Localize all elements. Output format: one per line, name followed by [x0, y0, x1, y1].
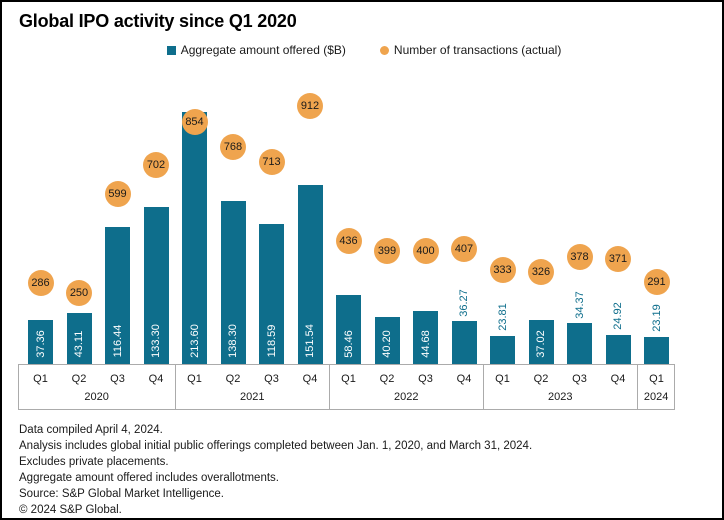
bar — [605, 334, 631, 364]
axis-quarter-label: Q1 — [341, 373, 356, 385]
transaction-count-badge: 371 — [605, 246, 631, 272]
transaction-count-badge: 400 — [412, 237, 439, 264]
transaction-count-badge: 713 — [258, 149, 285, 176]
bar-value-label: 24.92 — [612, 302, 624, 330]
bar-value-label: 34.37 — [573, 291, 586, 319]
axis-quarter-label: Q1 — [495, 373, 510, 385]
bar-value-label: 58.46 — [342, 329, 355, 358]
bar-value-label: 43.11 — [73, 330, 85, 357]
bar-value-label: 36.27 — [458, 288, 470, 317]
bar — [567, 323, 592, 364]
axis-year-label: 2021 — [240, 391, 265, 403]
axis-year-separator — [637, 364, 639, 410]
bar — [66, 313, 92, 364]
axis-year-label: 2020 — [84, 391, 109, 403]
axis-year-separator — [175, 364, 177, 410]
bar — [644, 336, 669, 364]
transaction-count-badge: 378 — [566, 244, 593, 271]
axis-quarter-label: Q1 — [33, 373, 48, 385]
circle-icon — [379, 45, 389, 55]
bar-value-label: 40.20 — [381, 329, 393, 358]
footnote-line: Source: S&P Global Market Intelligence. — [19, 488, 224, 500]
axis-quarter-label: Q4 — [456, 373, 472, 385]
footnote-line: Excludes private placements. — [19, 456, 169, 468]
bar — [374, 316, 400, 364]
bar — [105, 226, 130, 364]
bar — [490, 335, 515, 364]
bar-value-label: 23.19 — [650, 304, 663, 332]
bar-value-label: 118.59 — [265, 324, 278, 358]
transaction-count-badge: 286 — [27, 270, 54, 297]
footnotes: Data compiled April 4, 2024. Analysis in… — [19, 422, 532, 518]
axis-year-label: 2022 — [394, 391, 419, 403]
bar-value-label: 151.54 — [304, 323, 316, 358]
bar — [297, 185, 323, 364]
legend-label: Number of transactions (actual) — [393, 43, 562, 57]
chart-legend: Aggregate amount offered ($B) Number of … — [2, 43, 722, 57]
axis-quarter-label: Q2 — [225, 373, 241, 385]
axis-quarter-label: Q2 — [533, 373, 549, 385]
footnote-line: Analysis includes global initial public … — [19, 440, 533, 452]
bar — [259, 224, 284, 364]
footnote-line: Data compiled April 4, 2024. — [19, 424, 163, 436]
axis-year-label: 2024 — [643, 391, 669, 403]
legend-item-transactions: Number of transactions (actual) — [379, 43, 562, 57]
axis-year-label: 2023 — [548, 391, 573, 403]
transaction-count-badge: 599 — [104, 181, 131, 208]
bar — [28, 319, 53, 364]
transaction-count-badge: 854 — [181, 109, 208, 136]
axis-quarter-label: Q4 — [302, 373, 318, 385]
footnote-line: © 2024 S&P Global. — [19, 504, 122, 516]
transaction-count-badge: 333 — [489, 256, 516, 283]
legend-label: Aggregate amount offered ($B) — [180, 43, 346, 57]
square-icon — [166, 45, 176, 55]
axis-quarter-label: Q2 — [71, 373, 87, 385]
bar — [182, 111, 207, 364]
axis-quarter-label: Q1 — [649, 373, 664, 385]
axis-year-separator — [483, 364, 485, 410]
axis-quarter-label: Q3 — [110, 373, 125, 385]
axis-quarter-label: Q4 — [148, 373, 164, 385]
bar — [220, 200, 246, 364]
bar-value-label: 44.68 — [419, 329, 432, 358]
bar-value-label: 37.36 — [34, 329, 47, 358]
transaction-count-badge: 399 — [374, 238, 400, 265]
transaction-count-badge: 912 — [297, 92, 323, 119]
footnote-line: Aggregate amount offered includes overal… — [19, 472, 279, 484]
bar — [528, 320, 554, 364]
axis-year-separator — [329, 364, 331, 410]
x-axis-box — [18, 364, 675, 410]
bar-value-label: 37.02 — [535, 329, 547, 358]
bar — [451, 321, 477, 364]
legend-item-aggregate: Aggregate amount offered ($B) — [166, 43, 346, 57]
transaction-count-badge: 326 — [528, 258, 554, 285]
axis-quarter-label: Q4 — [610, 373, 626, 385]
axis-quarter-label: Q3 — [572, 373, 587, 385]
bar-value-label: 23.81 — [496, 303, 509, 332]
transaction-count-badge: 291 — [643, 268, 670, 295]
bar-value-label: 116.44 — [111, 324, 124, 358]
bar-value-label: 213.60 — [188, 323, 201, 358]
transaction-count-badge: 436 — [335, 227, 362, 254]
bar-value-label: 138.30 — [227, 323, 239, 358]
bar — [336, 295, 361, 364]
axis-quarter-label: Q3 — [264, 373, 279, 385]
axis-quarter-label: Q3 — [418, 373, 433, 385]
bar — [143, 206, 169, 364]
axis-quarter-label: Q2 — [379, 373, 395, 385]
page-title: Global IPO activity since Q1 2020 — [19, 11, 297, 31]
transaction-count-badge: 702 — [143, 152, 169, 179]
bar — [413, 311, 438, 364]
axis-quarter-label: Q1 — [187, 373, 202, 385]
transaction-count-badge: 250 — [66, 280, 92, 307]
transaction-count-badge: 768 — [220, 133, 246, 160]
transaction-count-badge: 407 — [451, 235, 477, 262]
bar-value-label: 133.30 — [150, 323, 162, 358]
